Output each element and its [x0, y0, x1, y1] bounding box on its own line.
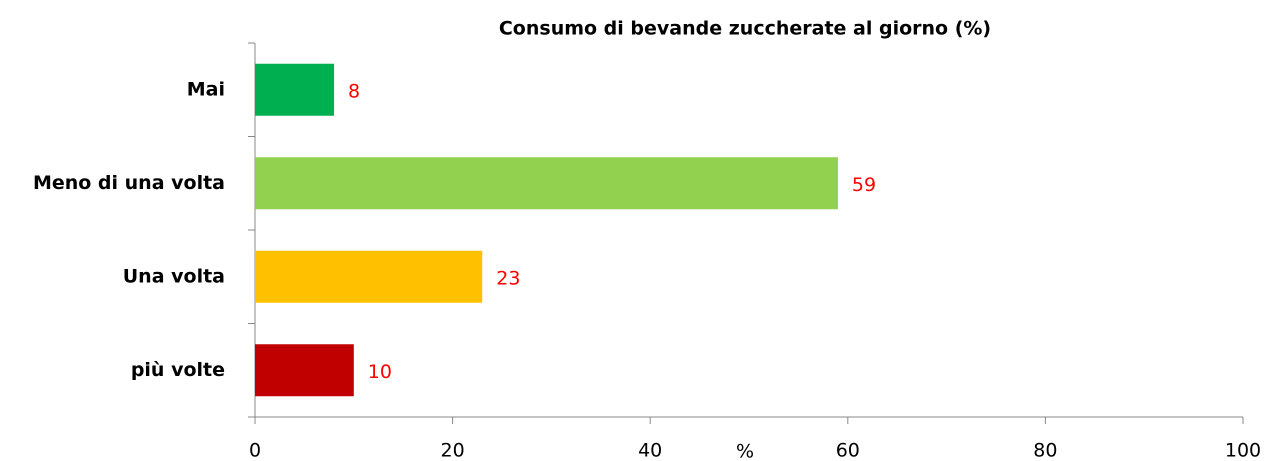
- x-tick-label: 60: [836, 440, 860, 461]
- bar: [255, 250, 483, 303]
- x-tick-label: 80: [1033, 440, 1057, 461]
- x-tick-label: 40: [638, 440, 662, 461]
- y-tick-label: Meno di una volta: [33, 172, 225, 194]
- x-axis-label: %: [736, 441, 754, 461]
- bar: [255, 344, 354, 397]
- x-tick-label: 0: [249, 440, 261, 461]
- y-tick-label: Mai: [187, 78, 225, 100]
- x-tick-label: 100: [1225, 440, 1261, 461]
- bar: [255, 157, 838, 210]
- y-tick-label: Una volta: [123, 265, 225, 287]
- value-label: 10: [368, 361, 392, 383]
- chart-title: Consumo di bevande zuccherate al giorno …: [499, 18, 991, 40]
- value-label: 23: [496, 267, 520, 289]
- y-tick-label: più volte: [131, 359, 225, 381]
- bar: [255, 63, 335, 116]
- x-tick-label: 20: [441, 440, 465, 461]
- value-label: 8: [348, 80, 360, 102]
- value-label: 59: [852, 174, 876, 196]
